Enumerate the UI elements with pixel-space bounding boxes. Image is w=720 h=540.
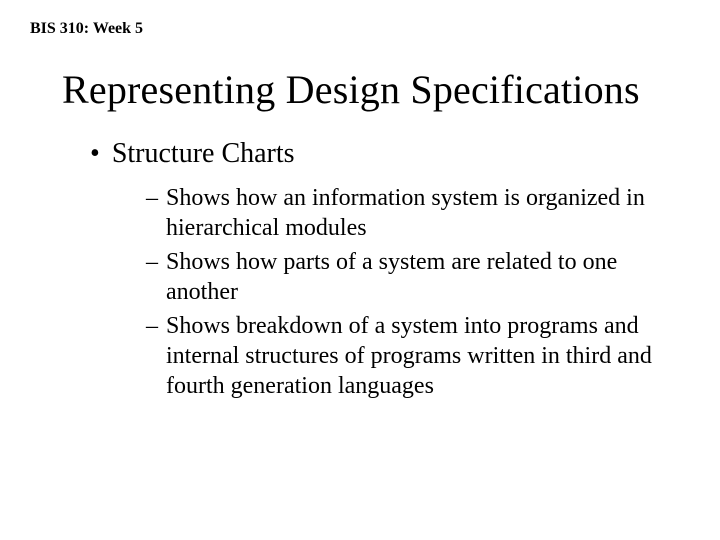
bullet-level2: – Shows how parts of a system are relate… xyxy=(146,247,660,307)
bullet-level2-text: Shows breakdown of a system into program… xyxy=(166,311,660,401)
bullet-level2-text: Shows how parts of a system are related … xyxy=(166,247,660,307)
sub-bullet-list: – Shows how an information system is org… xyxy=(146,183,660,401)
bullet-level2: – Shows how an information system is org… xyxy=(146,183,660,243)
bullet-dash-icon: – xyxy=(146,311,158,401)
bullet-level2: – Shows breakdown of a system into progr… xyxy=(146,311,660,401)
bullet-level2-text: Shows how an information system is organ… xyxy=(166,183,660,243)
bullet-dash-icon: – xyxy=(146,247,158,307)
slide-title: Representing Design Specifications xyxy=(62,66,690,113)
slide: BIS 310: Week 5 Representing Design Spec… xyxy=(0,0,720,540)
slide-header: BIS 310: Week 5 xyxy=(30,20,690,38)
bullet-dot-icon: • xyxy=(90,137,100,171)
bullet-level1-text: Structure Charts xyxy=(112,137,295,171)
bullet-level1: • Structure Charts xyxy=(90,137,690,171)
bullet-dash-icon: – xyxy=(146,183,158,243)
